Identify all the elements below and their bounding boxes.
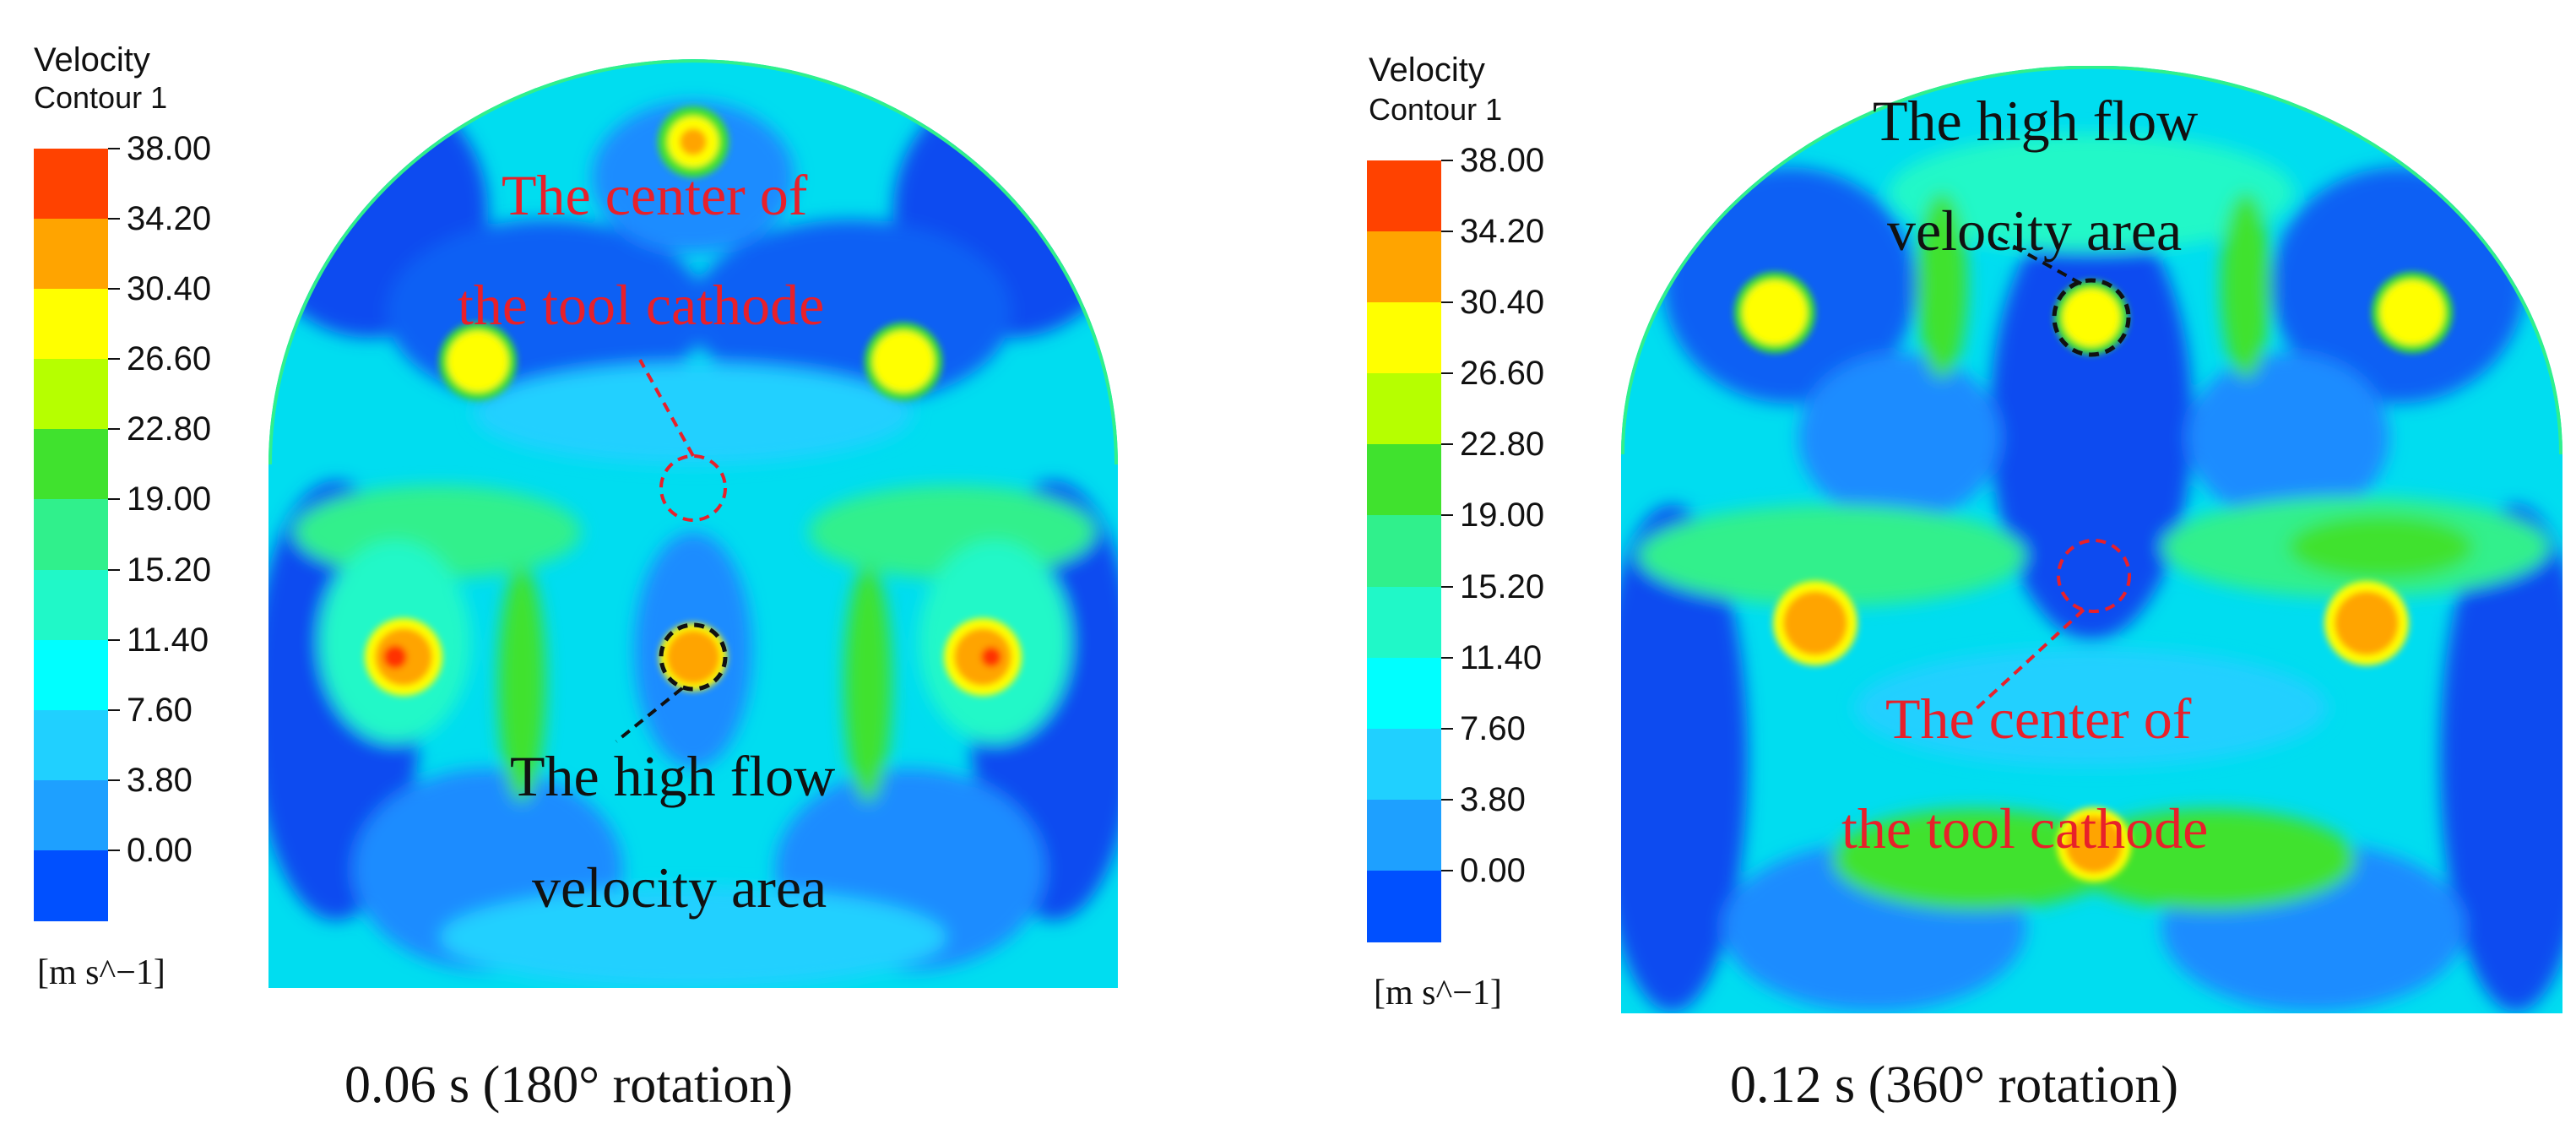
legend-tick-mark (1441, 160, 1453, 161)
legend-tick-mark (1441, 585, 1453, 588)
legend-tick-label: 22.80 (1460, 426, 1545, 464)
legend-tick-mark (1441, 231, 1453, 233)
legend-tick-mark (1441, 869, 1453, 871)
legend-tick-mark (108, 849, 120, 851)
legend-tick-label: 26.60 (1460, 355, 1545, 393)
legend-tick-label: 15.20 (1460, 567, 1545, 605)
legend-tick-mark (108, 708, 120, 711)
legend-tick-mark (1441, 514, 1453, 517)
color-scale-segment (1367, 799, 1441, 871)
color-scale-bar (1367, 160, 1441, 942)
legend-tick-label: 26.60 (127, 340, 212, 378)
red-annotation-line1: The center of (502, 163, 808, 227)
legend-tick-label: 0.00 (127, 831, 193, 869)
panel-caption: 0.12 s (360° rotation) (1730, 1056, 2179, 1114)
color-scale-segment (1367, 657, 1441, 730)
legend-tick-mark (1441, 301, 1453, 304)
legend-tick-label: 38.00 (127, 130, 212, 167)
legend-tick-mark (108, 779, 120, 781)
black-annotation-line1: The high flow (510, 744, 836, 808)
legend-tick-mark (1441, 727, 1453, 730)
legend-tick-label: 30.40 (1460, 284, 1545, 322)
legend-tick-label: 19.00 (127, 480, 212, 518)
legend-tick-mark (108, 568, 120, 571)
color-scale-segment (1367, 728, 1441, 801)
legend-tick-mark (1441, 443, 1453, 446)
color-scale-segment (34, 569, 108, 641)
color-scale-segment (34, 219, 108, 290)
legend-tick-label: 3.80 (1460, 780, 1526, 818)
legend-tick-mark (108, 428, 120, 431)
color-scale-bar (34, 149, 108, 921)
color-scale-segment (1367, 231, 1441, 304)
legend-tick-mark (1441, 798, 1453, 801)
legend-tick-label: 3.80 (127, 761, 193, 799)
panel-right: Velocity Contour 1 38.00 34.20 30.40 26.60 2… (1288, 0, 2576, 1140)
velocity-contour-field (268, 59, 1118, 988)
color-scale-segment (1367, 515, 1441, 588)
panel-caption: 0.06 s (180° rotation) (344, 1056, 794, 1114)
black-annotation-line2: velocity area (1887, 198, 2183, 263)
color-scale-segment (34, 779, 108, 851)
velocity-contour-field (1621, 66, 2562, 1013)
red-annotation-line1: The center of (1885, 687, 2192, 751)
legend-tick-mark (108, 498, 120, 501)
legend-tick-mark (108, 288, 120, 290)
legend-tick-mark (108, 358, 120, 361)
panel-left: Velocity Contour 1 38.00 34.20 30.40 26.60 2… (34, 41, 1118, 1114)
legend-subtitle: Contour 1 (1369, 92, 1503, 127)
legend-tick-label: 38.00 (1460, 142, 1545, 179)
color-scale-segment (1367, 302, 1441, 375)
legend-tick-label: 0.00 (1460, 851, 1526, 889)
legend-tick-label: 19.00 (1460, 497, 1545, 535)
black-annotation-line2: velocity area (532, 855, 827, 920)
legend-tick-mark (108, 148, 120, 149)
legend-tick-label: 15.20 (127, 551, 212, 589)
legend-tick-label: 34.20 (1460, 213, 1545, 251)
color-scale-segment (34, 850, 108, 921)
color-scale-segment (1367, 373, 1441, 446)
color-scale-segment (34, 289, 108, 361)
red-annotation-line2: the tool cathode (1841, 796, 2209, 860)
legend-tick-label: 30.40 (127, 270, 212, 308)
black-annotation-line1: The high flow (1873, 89, 2199, 153)
legend-tick-mark (1441, 656, 1453, 659)
legend-title: Velocity (34, 41, 150, 79)
color-scale-segment (1367, 160, 1441, 233)
legend-tick-label: 22.80 (127, 410, 212, 448)
legend-tick-label: 7.60 (127, 691, 193, 729)
color-scale-segment (1367, 870, 1441, 942)
legend-tick-label: 11.40 (127, 621, 209, 659)
legend-tick-mark (108, 638, 120, 641)
color-scale-segment (34, 429, 108, 501)
color-scale-segment (34, 499, 108, 571)
legend-tick-label: 34.20 (127, 200, 212, 238)
legend-tick-label: 11.40 (1460, 638, 1543, 676)
color-scale-segment (1367, 586, 1441, 659)
legend-subtitle: Contour 1 (34, 80, 168, 115)
legend-tick-mark (1441, 372, 1453, 375)
legend-tick-label: 7.60 (1460, 709, 1526, 747)
color-scale-segment (34, 709, 108, 781)
legend-tick-mark (108, 218, 120, 220)
color-scale-segment (34, 149, 108, 220)
legend-units: [m s^−1] (37, 953, 165, 992)
legend-title: Velocity (1369, 52, 1485, 89)
legend-units: [m s^−1] (1374, 974, 1502, 1012)
color-scale-segment (34, 359, 108, 431)
color-scale-segment (34, 639, 108, 711)
red-annotation-line2: the tool cathode (458, 273, 825, 337)
color-scale-segment (1367, 444, 1441, 517)
